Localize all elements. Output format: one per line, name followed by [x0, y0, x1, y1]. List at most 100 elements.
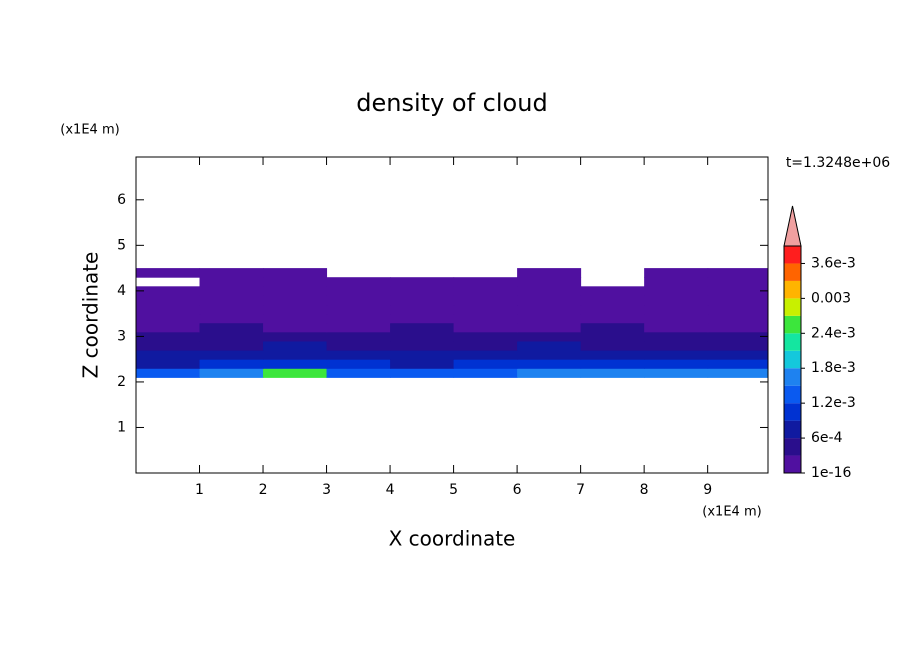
contour-cell [517, 350, 582, 360]
contour-cell [517, 295, 582, 306]
x-tick-label: 1 [195, 482, 204, 498]
colorbar-frame [783, 245, 802, 474]
contour-cell [707, 313, 769, 324]
contour-cell [136, 286, 201, 296]
contour-cell [580, 368, 645, 378]
y-unit: (x1E4 m) [60, 123, 119, 138]
contour-cell [199, 359, 264, 369]
contour-cell [580, 340, 645, 351]
contour-cell [390, 340, 455, 351]
contour-cell [263, 350, 328, 360]
contour-cell [326, 304, 391, 315]
contour-cell [644, 295, 709, 306]
contour-cell [453, 277, 518, 287]
contour-cell [136, 268, 201, 278]
colorbar-swatch [784, 403, 801, 421]
contour-cell [326, 368, 391, 378]
contour-cell [136, 368, 201, 378]
colorbar-tick-label: 6e-4 [811, 430, 843, 446]
contour-cell [580, 304, 645, 315]
contour-cell [136, 359, 201, 369]
contour-cell [644, 331, 709, 342]
contour-cell [453, 304, 518, 315]
x-tick-label: 6 [513, 482, 522, 498]
colorbar-tick-label: 3.6e-3 [811, 255, 856, 271]
colorbar-swatch [784, 263, 801, 281]
contour-cell [644, 340, 709, 351]
contour-cell [199, 350, 264, 360]
contour-cell [199, 368, 264, 378]
colorbar-tick-label: 1e-16 [811, 465, 851, 481]
time-label: t=1.3248e+06 [786, 155, 890, 171]
x-tick-label: 7 [576, 482, 585, 498]
contour-cell [517, 368, 582, 378]
contour-cell [199, 286, 264, 296]
contour-cell [580, 286, 645, 296]
colorbar-swatch [784, 368, 801, 386]
contour-cell [580, 331, 645, 342]
contour-cell [136, 295, 201, 306]
contour-cell [517, 286, 582, 296]
colorbar-tick-label: 1.2e-3 [811, 395, 856, 411]
contour-cell [453, 313, 518, 324]
colorbar-swatch [784, 438, 801, 456]
y-axis-label: Z coordinate [79, 252, 103, 379]
contour-cell [326, 295, 391, 306]
contour-cell [644, 304, 709, 315]
contour-cell [707, 304, 769, 315]
contour-cell [326, 313, 391, 324]
y-tick-label: 2 [117, 374, 126, 390]
contour-cell [517, 331, 582, 342]
contour-cell [199, 304, 264, 315]
y-tick-label: 1 [117, 419, 126, 435]
contour-cell [644, 286, 709, 296]
contour-cell [517, 304, 582, 315]
contour-cell [644, 268, 709, 278]
contour-cell [199, 313, 264, 324]
contour-cell [263, 359, 328, 369]
contour-cell [707, 268, 769, 278]
contour-cell [707, 286, 769, 296]
contour-cell [707, 340, 769, 351]
contour-cell [390, 322, 455, 333]
contour-cell [644, 368, 709, 378]
contour-cell [644, 350, 709, 360]
contour-cell [580, 359, 645, 369]
contour-cell [644, 359, 709, 369]
contour-cell [326, 277, 391, 287]
contour-cell [517, 277, 582, 287]
contour-cell [517, 313, 582, 324]
colorbar-swatch [784, 246, 801, 264]
contour-cell [707, 350, 769, 360]
contour-cell [326, 359, 391, 369]
contour-cell [453, 359, 518, 369]
x-tick-label: 3 [322, 482, 331, 498]
contour-cell [707, 277, 769, 287]
y-tick-label: 4 [117, 283, 126, 299]
contour-cell [390, 295, 455, 306]
contour-cell [453, 350, 518, 360]
contour-cell [644, 322, 709, 333]
colorbar-swatch [784, 333, 801, 351]
colorbar-tick-label: 0.003 [811, 290, 851, 306]
contour-cell [136, 340, 201, 351]
y-tick-label: 6 [117, 192, 126, 208]
contour-cell [517, 359, 582, 369]
contour-cell [707, 331, 769, 342]
contour-cell [390, 359, 455, 369]
colorbar-tick-label: 2.4e-3 [811, 325, 856, 341]
contour-cell [263, 340, 328, 351]
contour-cell [453, 331, 518, 342]
contour-cell [707, 295, 769, 306]
contour-cell [136, 322, 201, 333]
colorbar-swatch [784, 455, 801, 473]
contour-cell [390, 277, 455, 287]
contour-cell [326, 350, 391, 360]
x-tick-label: 2 [259, 482, 268, 498]
chart-title: density of cloud [356, 89, 547, 117]
contour-cell [580, 322, 645, 333]
contour-cell [517, 340, 582, 351]
contour-cell [199, 322, 264, 333]
contour-cell [136, 313, 201, 324]
